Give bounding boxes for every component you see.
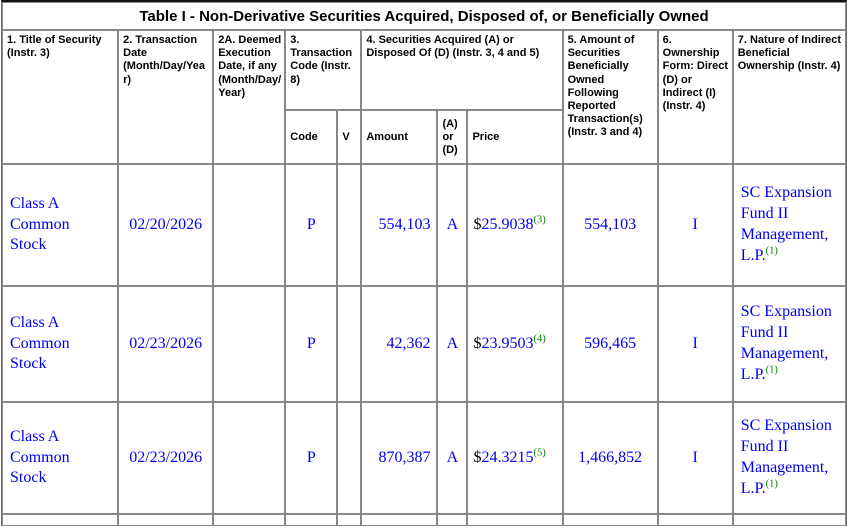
header-transaction-code: 3. Transaction Code (Instr. 8) bbox=[285, 30, 362, 110]
table-title-row: Table I - Non-Derivative Securities Acqu… bbox=[2, 2, 846, 30]
cell-empty bbox=[337, 514, 362, 526]
price-value: 24.3215 bbox=[481, 448, 534, 466]
header-amount-owned-following: 5. Amount of Securities Beneficially Own… bbox=[562, 30, 658, 164]
header-nature-of-ownership: 7. Nature of Indirect Beneficial Ownersh… bbox=[732, 30, 846, 164]
nature-text: SC Expansion Fund II Management, L.P. bbox=[740, 417, 832, 497]
cell-code-v bbox=[337, 402, 362, 514]
cell-security-title: Class A Common Stock bbox=[2, 402, 119, 514]
cell-price: $23.9503(4) bbox=[467, 286, 563, 402]
subheader-a-or-d: (A) or (D) bbox=[437, 110, 468, 164]
table-row: Class A Common Stock 02/23/2026 P 42,362… bbox=[2, 286, 846, 402]
price-currency: $ bbox=[473, 215, 482, 233]
nature-footnote-link[interactable]: (1) bbox=[765, 364, 778, 376]
header-title-of-security: 1. Title of Security (Instr. 3) bbox=[2, 30, 119, 164]
cell-empty bbox=[361, 514, 438, 526]
cell-amount: 42,362 bbox=[361, 286, 438, 402]
cell-empty bbox=[118, 514, 214, 526]
table-row-partial bbox=[2, 514, 846, 526]
nature-text: SC Expansion Fund II Management, L.P. bbox=[740, 184, 832, 264]
cell-empty bbox=[732, 514, 846, 526]
nature-text: SC Expansion Fund II Management, L.P. bbox=[740, 303, 832, 383]
cell-security-title: Class A Common Stock bbox=[2, 164, 119, 286]
cell-empty bbox=[657, 514, 733, 526]
cell-nature-of-ownership: SC Expansion Fund II Management, L.P.(1) bbox=[732, 286, 846, 402]
cell-acquired-disposed: A bbox=[437, 402, 468, 514]
cell-transaction-code: P bbox=[285, 164, 338, 286]
cell-empty bbox=[467, 514, 563, 526]
price-currency: $ bbox=[473, 448, 482, 466]
header-row-sub: Code V Amount (A) or (D) Price bbox=[2, 110, 846, 164]
cell-acquired-disposed: A bbox=[437, 164, 468, 286]
price-currency: $ bbox=[473, 334, 482, 352]
price-value: 25.9038 bbox=[481, 215, 534, 233]
cell-deemed-execution-date bbox=[213, 402, 286, 514]
nature-footnote-link[interactable]: (1) bbox=[765, 478, 778, 490]
header-row-main: 1. Title of Security (Instr. 3) 2. Trans… bbox=[2, 30, 846, 164]
cell-transaction-date: 02/23/2026 bbox=[118, 402, 214, 514]
cell-ownership-form: I bbox=[657, 286, 733, 402]
cell-amount: 870,387 bbox=[361, 402, 438, 514]
cell-code-v bbox=[337, 286, 362, 402]
cell-ownership-form: I bbox=[657, 164, 733, 286]
header-deemed-execution-date: 2A. Deemed Execution Date, if any (Month… bbox=[213, 30, 286, 164]
nature-footnote-link[interactable]: (1) bbox=[765, 245, 778, 257]
table-title: Table I - Non-Derivative Securities Acqu… bbox=[2, 2, 846, 30]
cell-amount-owned: 596,465 bbox=[562, 286, 658, 402]
cell-nature-of-ownership: SC Expansion Fund II Management, L.P.(1) bbox=[732, 164, 846, 286]
cell-deemed-execution-date bbox=[213, 164, 286, 286]
cell-price: $24.3215(5) bbox=[467, 402, 563, 514]
cell-transaction-date: 02/23/2026 bbox=[118, 286, 214, 402]
subheader-code: Code bbox=[285, 110, 338, 164]
cell-ownership-form: I bbox=[657, 402, 733, 514]
header-securities-acquired-disposed: 4. Securities Acquired (A) or Disposed O… bbox=[361, 30, 563, 110]
cell-empty bbox=[285, 514, 338, 526]
cell-transaction-code: P bbox=[285, 402, 338, 514]
price-footnote-link[interactable]: (3) bbox=[533, 214, 546, 226]
header-ownership-form: 6. Ownership Form: Direct (D) or Indirec… bbox=[657, 30, 733, 164]
cell-amount-owned: 554,103 bbox=[562, 164, 658, 286]
cell-nature-of-ownership: SC Expansion Fund II Management, L.P.(1) bbox=[732, 402, 846, 514]
cell-deemed-execution-date bbox=[213, 286, 286, 402]
price-footnote-link[interactable]: (5) bbox=[533, 447, 546, 459]
cell-amount: 554,103 bbox=[361, 164, 438, 286]
table-row: Class A Common Stock 02/23/2026 P 870,38… bbox=[2, 402, 846, 514]
price-footnote-link[interactable]: (4) bbox=[533, 333, 546, 345]
cell-empty bbox=[213, 514, 286, 526]
subheader-v: V bbox=[337, 110, 362, 164]
cell-transaction-date: 02/20/2026 bbox=[118, 164, 214, 286]
cell-empty bbox=[562, 514, 658, 526]
cell-transaction-code: P bbox=[285, 286, 338, 402]
header-transaction-date: 2. Transaction Date (Month/Day/Year) bbox=[118, 30, 214, 164]
cell-empty bbox=[2, 514, 119, 526]
subheader-amount: Amount bbox=[361, 110, 438, 164]
price-value: 23.9503 bbox=[481, 334, 534, 352]
cell-code-v bbox=[337, 164, 362, 286]
cell-empty bbox=[437, 514, 468, 526]
cell-price: $25.9038(3) bbox=[467, 164, 563, 286]
cell-acquired-disposed: A bbox=[437, 286, 468, 402]
cell-security-title: Class A Common Stock bbox=[2, 286, 119, 402]
table-row: Class A Common Stock 02/20/2026 P 554,10… bbox=[2, 164, 846, 286]
cell-amount-owned: 1,466,852 bbox=[562, 402, 658, 514]
subheader-price: Price bbox=[467, 110, 563, 164]
